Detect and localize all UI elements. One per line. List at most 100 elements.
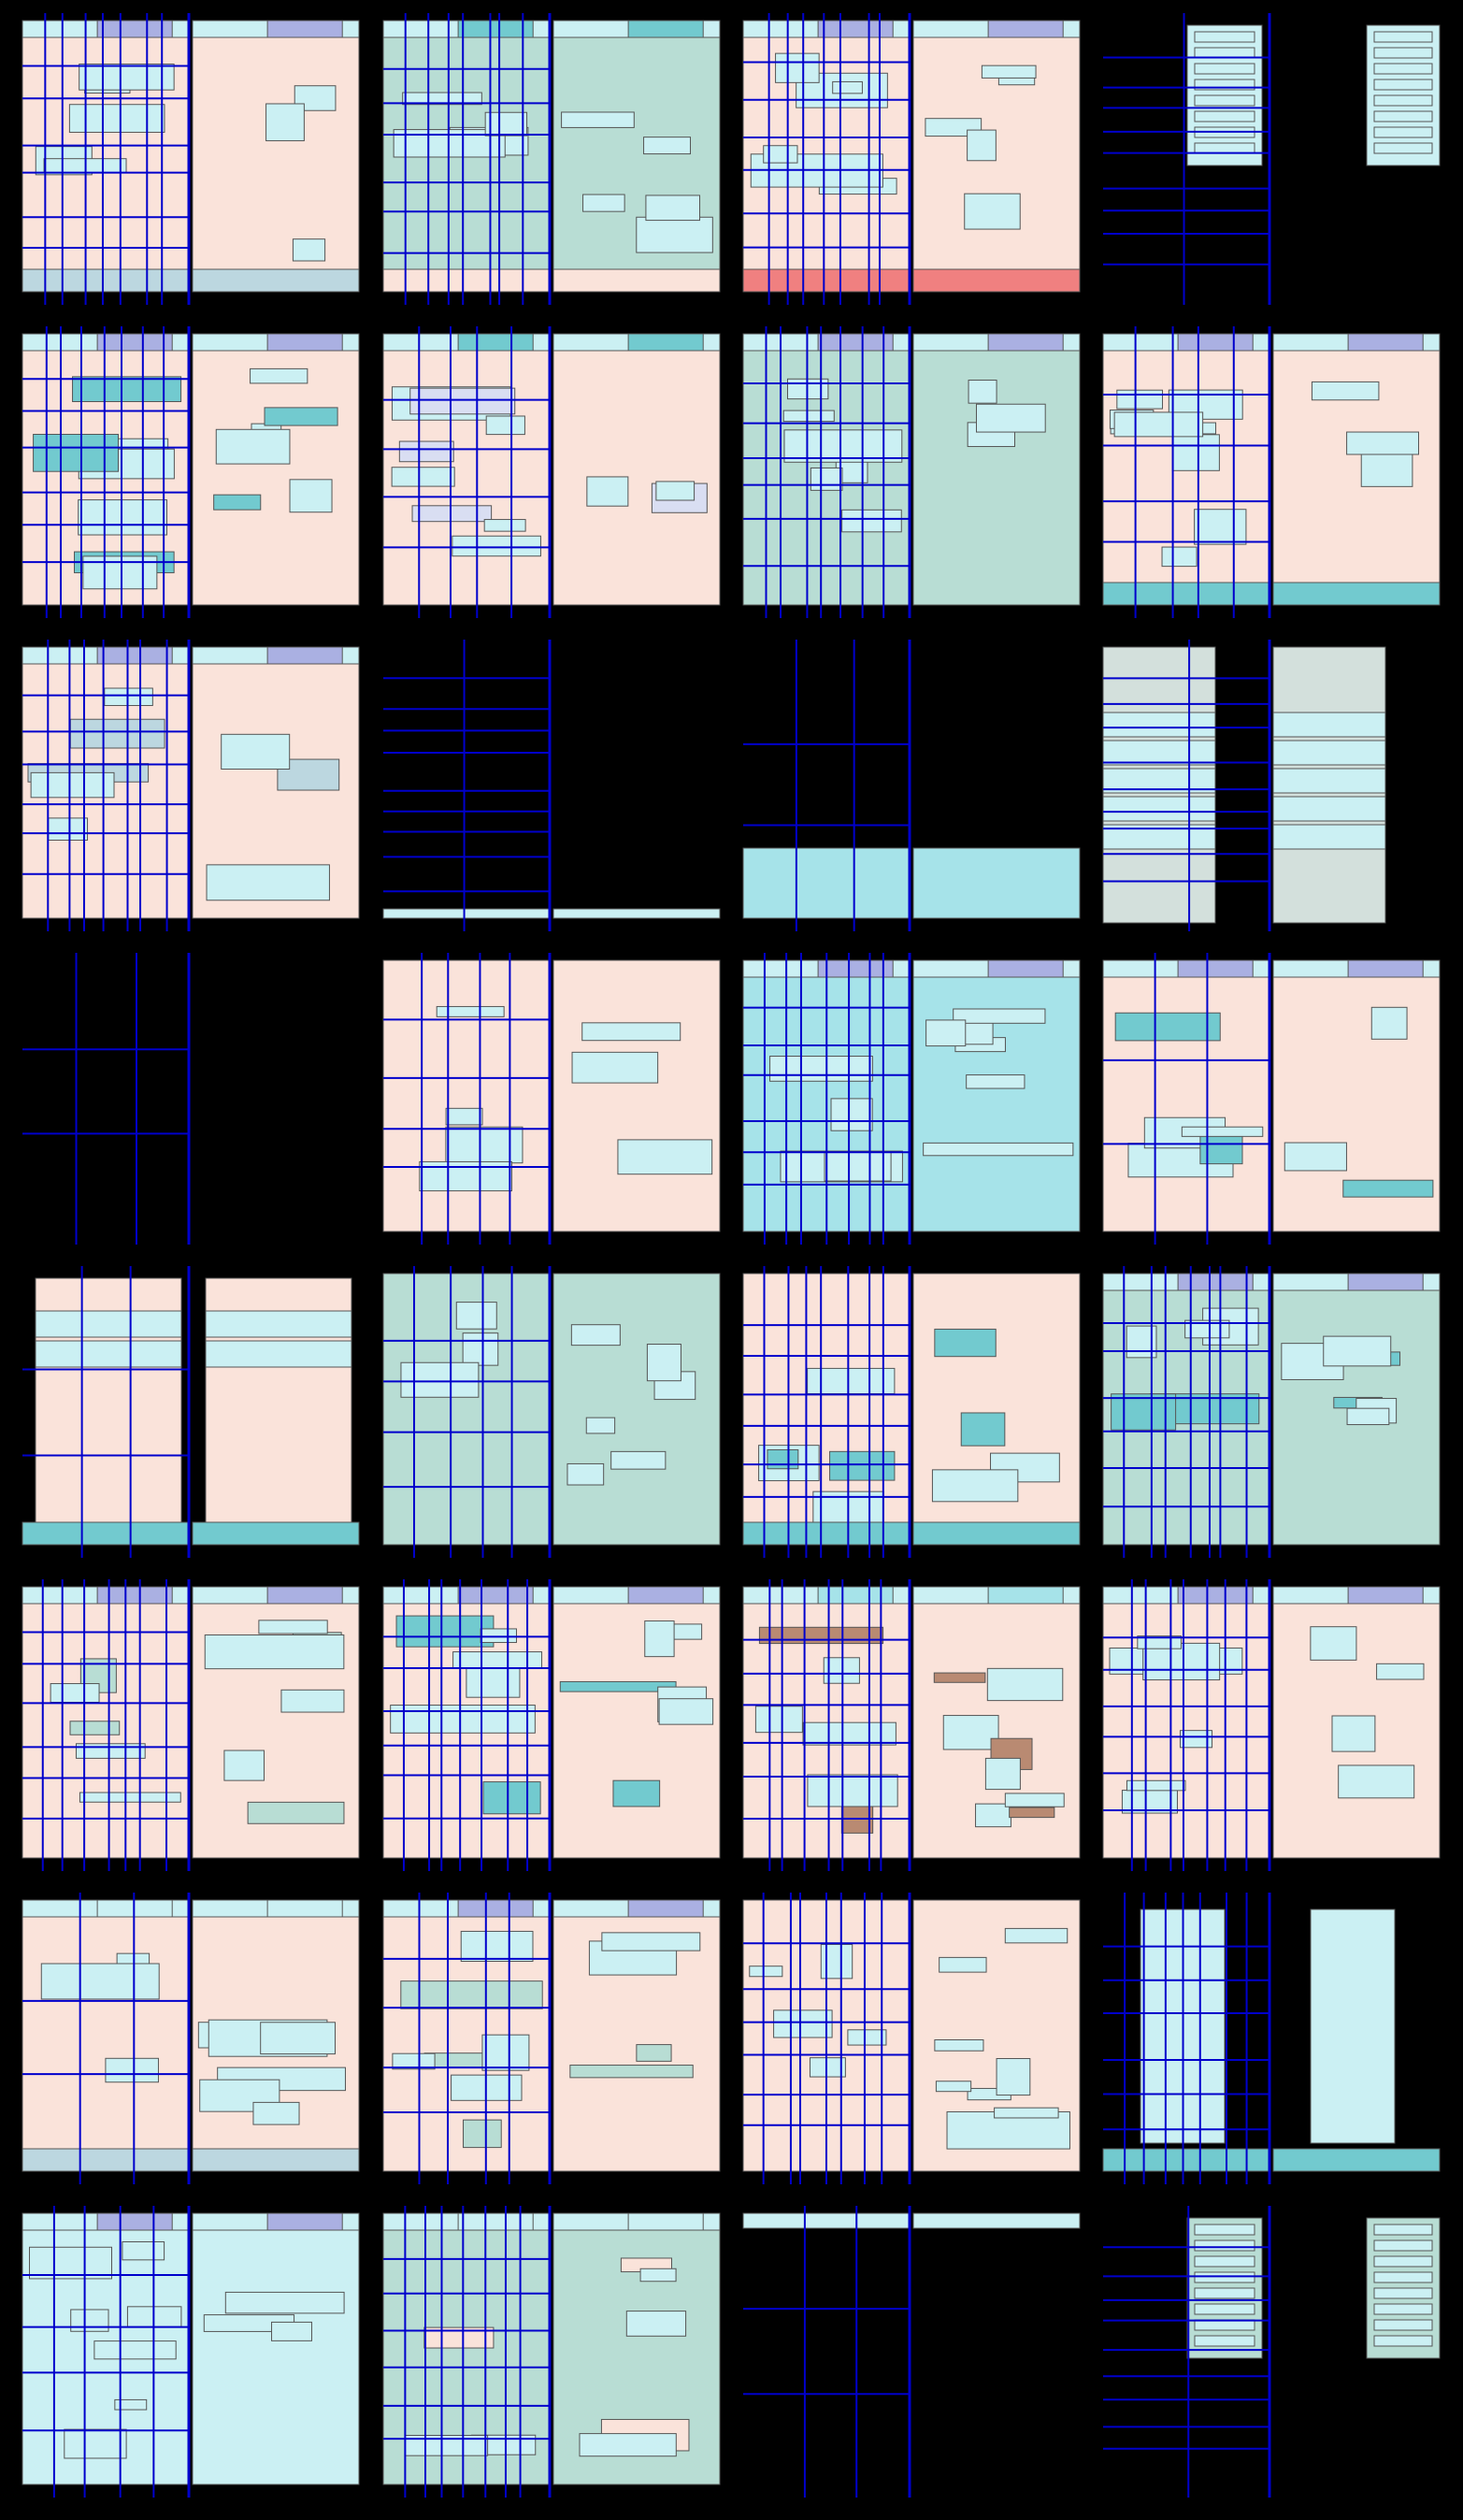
top-bar-segment [627,1899,704,1918]
panel-body [552,333,721,606]
content-block [224,2291,345,2314]
panel-body [22,1899,190,2172]
content-block [984,1757,1021,1791]
top-bar-segment [627,2212,704,2231]
list-row [1194,94,1255,107]
top-bar-segment [96,1586,173,1605]
list-row [1194,2239,1255,2252]
content-block [830,1098,873,1131]
row-block [1272,768,1386,794]
content-block [1171,434,1220,471]
content-block [1004,1793,1065,1807]
content-block [1004,1927,1069,1944]
content-block [658,1698,714,1725]
top-bar-segment [1177,333,1254,352]
list-row [1373,2303,1433,2315]
content-block [968,380,997,404]
content-block [29,2246,113,2280]
content-block [75,1743,146,1759]
content-block [455,1302,497,1330]
tall-panel [1310,1908,1396,2144]
content-block [93,2340,177,2360]
top-bar-segment [817,333,894,352]
content-block [567,1462,605,1486]
content-block [395,1615,495,1648]
content-block [215,428,291,465]
content-block [809,2057,846,2078]
top-bar-segment [817,20,894,38]
top-bar-segment [457,1899,534,1918]
row-block [1272,740,1386,766]
panel-body [912,959,1081,1232]
content-block [975,403,1046,433]
panel-body [552,1273,721,1546]
content-block [933,1672,986,1683]
bottom-bar [552,268,721,293]
card-block [35,1340,182,1368]
bottom-bar [912,268,1081,293]
list-row [1194,2271,1255,2283]
content-block [1126,1779,1186,1792]
content-block [1114,1012,1221,1042]
content-block [64,2428,127,2459]
top-bar-segment [627,20,704,38]
content-block [79,63,175,91]
content-block [204,1634,345,1670]
content-block [960,1412,1006,1447]
content-block [935,2081,972,2093]
content-block [264,407,338,426]
content-block [810,467,843,491]
content-block [50,1683,100,1703]
content-block [462,1332,499,1366]
content-block [258,1620,328,1634]
list-row [1194,47,1255,59]
content-block [69,718,165,749]
list-row [1373,2271,1433,2283]
content-block [485,415,525,436]
top-bar [912,2212,1081,2229]
content-block [68,104,165,133]
top-bar-segment [457,20,534,38]
content-block [1161,546,1198,568]
top-bar-segment [457,1586,534,1605]
panel-body [1272,333,1441,606]
content-block [265,103,305,142]
top-bar-segment [1177,959,1254,978]
content-block [939,1956,987,1973]
top-bar-segment [96,20,173,38]
list-row [1373,2239,1433,2252]
top-bar-segment [1177,1586,1254,1605]
top-bar-segment [1347,333,1424,352]
content-block [625,2311,687,2337]
content-block [40,1963,160,2000]
bottom-bar [1272,2148,1441,2172]
content-block [1184,1319,1230,1339]
row-block [1102,712,1216,738]
content-block [966,1074,1026,1089]
content-block [645,194,701,222]
content-block [636,2044,672,2062]
top-bar-segment [1347,1586,1424,1605]
list-row [1373,142,1433,154]
content-block [206,864,330,901]
content-block [841,509,902,533]
list-row [1373,126,1433,138]
content-block [1338,1764,1415,1799]
bottom-bar [192,1521,360,1546]
list-row [1373,94,1433,107]
top-bar-segment [266,20,343,38]
top-bar-segment [1347,959,1424,978]
content-block [655,481,696,501]
content-block [1346,1407,1390,1426]
content-block [122,2241,165,2261]
content-block [1179,1730,1213,1749]
bottom-bar [22,2148,190,2172]
content-block [79,1792,181,1803]
panel-body [1102,1586,1270,1859]
top-bar-segment [96,333,173,352]
content-block [942,1715,999,1750]
content-block [1323,1335,1392,1367]
top-bar-segment [266,1899,343,1918]
content-block [460,1930,534,1963]
